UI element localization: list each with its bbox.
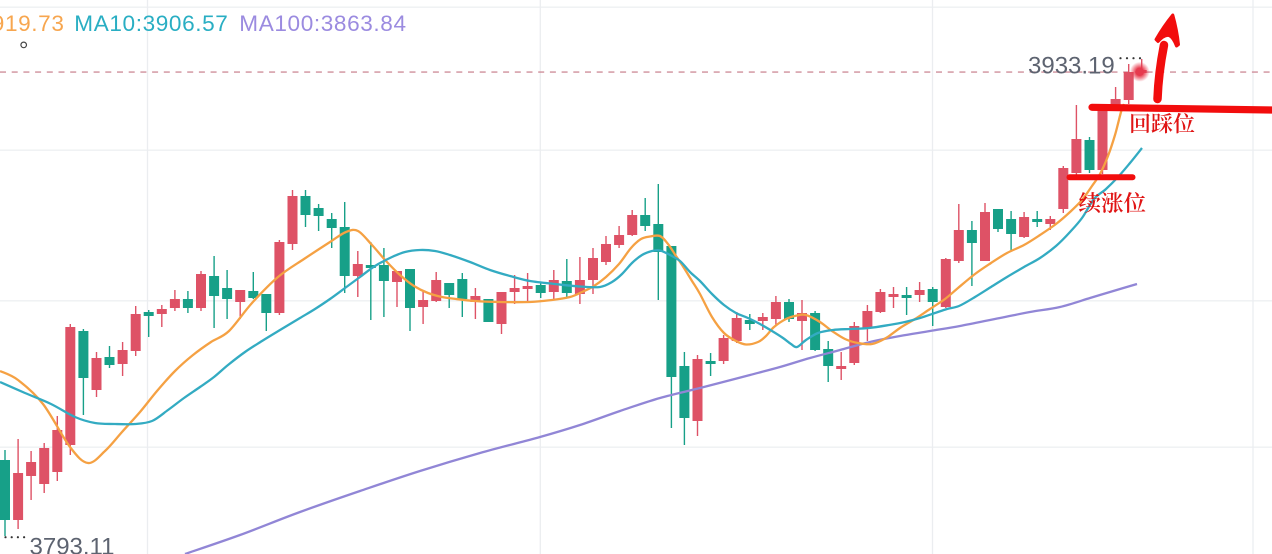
svg-text:MA100:3863.84: MA100:3863.84 (239, 11, 406, 36)
svg-text:3793.11: 3793.11 (30, 534, 115, 554)
svg-text:MA10:3906.57: MA10:3906.57 (74, 11, 228, 36)
svg-text:3933.19: 3933.19 (1028, 52, 1115, 79)
svg-text:MA5:3919.73: MA5:3919.73 (0, 11, 65, 36)
